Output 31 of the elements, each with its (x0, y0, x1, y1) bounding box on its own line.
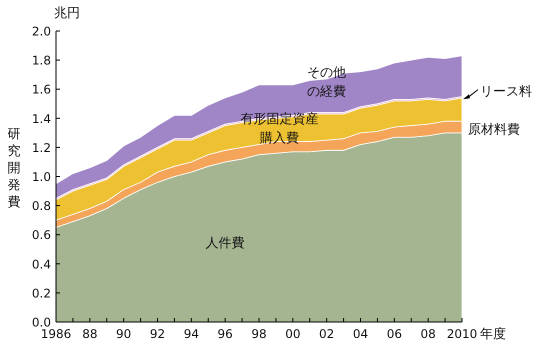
y-tick-label: 1.8 (32, 54, 51, 68)
series-label: その他の経費 (307, 65, 346, 100)
x-tick-label: 2010 (446, 327, 478, 341)
x-tick-label: 08 (420, 327, 436, 341)
x-tick-label: 94 (184, 327, 199, 341)
y-tick-label: 0.0 (32, 316, 51, 330)
y-tick-label: 1.6 (32, 82, 51, 97)
text: 兆円 (54, 6, 80, 21)
y-tick-label: 0.2 (32, 286, 51, 300)
x-tick-label: 90 (116, 327, 132, 341)
y-tick-label: 1.2 (32, 140, 51, 155)
y-tick-label: 0.4 (32, 257, 51, 272)
series-label: 原材料費 (468, 122, 520, 138)
x-tick-label: 1986 (40, 327, 72, 341)
x-tick-label: 06 (386, 327, 402, 341)
series-label: 人件費 (206, 236, 245, 251)
y-tick-label: 0.6 (32, 228, 51, 242)
x-tick-label: 98 (251, 327, 267, 341)
x-tick-label: 96 (218, 327, 233, 341)
y-tick-label: 1.0 (32, 170, 51, 184)
x-tick-label: 88 (82, 327, 98, 341)
x-tick-label: 00 (285, 327, 300, 341)
series-label: リース料 (480, 84, 532, 100)
x-tick-label: 02 (319, 327, 334, 341)
y-axis-title: 研究開発費 (8, 127, 20, 210)
y-tick-label: 1.4 (32, 112, 51, 126)
x-tick-label: 04 (352, 327, 368, 341)
x-tick-label: 92 (150, 327, 166, 341)
y-tick-label: 2.0 (32, 24, 51, 38)
x-axis-title: 年度 (480, 326, 506, 342)
y-tick-label: 0.8 (32, 199, 51, 214)
